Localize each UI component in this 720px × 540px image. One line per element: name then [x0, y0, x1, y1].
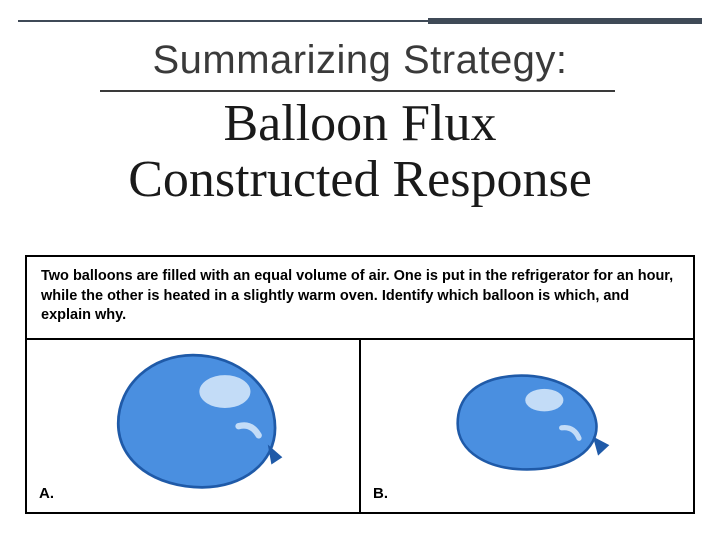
label-b: B.: [373, 485, 388, 502]
label-a: A.: [39, 485, 54, 502]
balloon-row: A. B.: [27, 340, 693, 512]
slide-title-small: Summarizing Strategy:: [0, 38, 720, 83]
question-prompt: Two balloons are filled with an equal vo…: [27, 257, 693, 340]
slide-title-large: Balloon Flux Constructed Response: [0, 96, 720, 208]
cell-a: A.: [27, 340, 359, 512]
title-underline: [100, 90, 615, 92]
cell-b: B.: [359, 340, 693, 512]
balloon-a: [98, 346, 288, 506]
question-panel: Two balloons are filled with an equal vo…: [25, 255, 695, 514]
header-rule: [18, 20, 702, 30]
balloon-b: [437, 358, 617, 493]
